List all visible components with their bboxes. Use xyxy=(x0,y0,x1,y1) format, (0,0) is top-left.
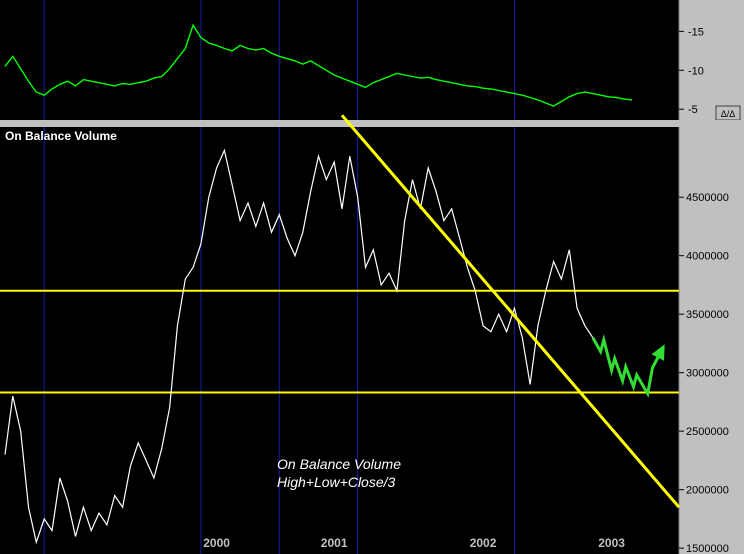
x-tick-label: 2002 xyxy=(470,536,497,550)
price-ytick-label: -15 xyxy=(688,26,704,38)
obv-y-axis: 1500000 2000000 2500000 3000000 3500000 40000… xyxy=(679,192,729,554)
scale-button[interactable]: Δ/Δ xyxy=(715,105,741,121)
scale-button-label: Δ/Δ xyxy=(721,109,736,119)
obv-ytick-label: 2000000 xyxy=(686,485,729,497)
x-tick-label: 2001 xyxy=(321,536,348,550)
x-tick-label: 2000 xyxy=(203,536,230,550)
x-tick-label: 2003 xyxy=(598,536,625,550)
obv-ytick-label: 4500000 xyxy=(686,192,729,204)
obv-series-line xyxy=(4,148,594,545)
price-ytick-label: -10 xyxy=(688,65,704,77)
obv-ytick-label: 4000000 xyxy=(686,251,729,263)
x-axis: 2000 2001 2002 2003 xyxy=(203,536,625,550)
annotation-line-2: High+Low+Close/3 xyxy=(277,474,396,490)
obv-ytick-label: 1500000 xyxy=(686,543,729,554)
obv-ytick-label: 2500000 xyxy=(686,426,729,438)
obv-axis-area xyxy=(679,127,744,554)
support-resistance-lines xyxy=(0,289,679,394)
obv-ytick-label: 3500000 xyxy=(686,309,729,321)
price-series-line xyxy=(4,23,633,107)
price-year-gridlines xyxy=(43,0,515,120)
price-panel xyxy=(0,0,679,120)
price-axis-area xyxy=(679,0,744,120)
projection-arrowhead xyxy=(651,344,665,361)
price-ytick-label: -5 xyxy=(688,104,698,116)
obv-ytick-label: 3000000 xyxy=(686,368,729,380)
annotation-line-1: On Balance Volume xyxy=(277,456,401,472)
downtrend-line xyxy=(340,114,681,509)
price-y-axis: -5 -10 -15 xyxy=(679,26,704,116)
panel-separator xyxy=(0,120,744,127)
projection-zigzag xyxy=(591,334,665,398)
obv-panel xyxy=(0,127,679,554)
panel-title: On Balance Volume xyxy=(5,129,117,143)
